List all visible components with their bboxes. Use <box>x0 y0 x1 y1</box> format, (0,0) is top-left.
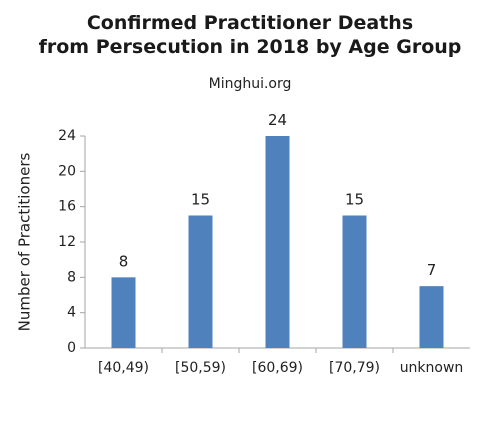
data-label: 8 <box>119 252 129 270</box>
bar <box>342 215 367 348</box>
y-tick-label: 16 <box>58 199 76 215</box>
x-categories: [40,49) [50,59) [60,69) [70,79) unknown <box>98 360 463 376</box>
chart-title-line-2: from Persecution in 2018 by Age Group <box>38 36 462 58</box>
chart-subtitle: Minghui.org <box>208 76 292 92</box>
x-category-label: [60,69) <box>252 360 303 376</box>
data-labels: 8 15 24 15 7 <box>119 111 437 279</box>
data-label: 15 <box>191 191 210 209</box>
data-label: 7 <box>427 261 437 279</box>
y-tick-label: 12 <box>58 234 76 250</box>
bars <box>111 136 444 348</box>
bar <box>111 277 136 348</box>
x-category-label: [70,79) <box>329 360 380 376</box>
bar <box>265 136 290 348</box>
x-category-label: unknown <box>400 360 464 376</box>
y-tick-label: 8 <box>67 269 76 285</box>
bar <box>419 286 444 348</box>
y-tick-label: 0 <box>67 340 76 356</box>
y-axis-label: Number of Practitioners <box>16 153 34 332</box>
x-category-label: [50,59) <box>175 360 226 376</box>
y-tick-label: 4 <box>67 305 76 321</box>
x-category-label: [40,49) <box>98 360 149 376</box>
y-ticks: 0 4 8 12 16 20 24 <box>58 128 85 356</box>
y-tick-label: 20 <box>58 163 76 179</box>
chart-title-line-1: Confirmed Practitioner Deaths <box>86 12 414 34</box>
bar <box>188 215 213 348</box>
data-label: 15 <box>345 191 364 209</box>
y-tick-label: 24 <box>58 128 76 144</box>
data-label: 24 <box>268 111 287 129</box>
